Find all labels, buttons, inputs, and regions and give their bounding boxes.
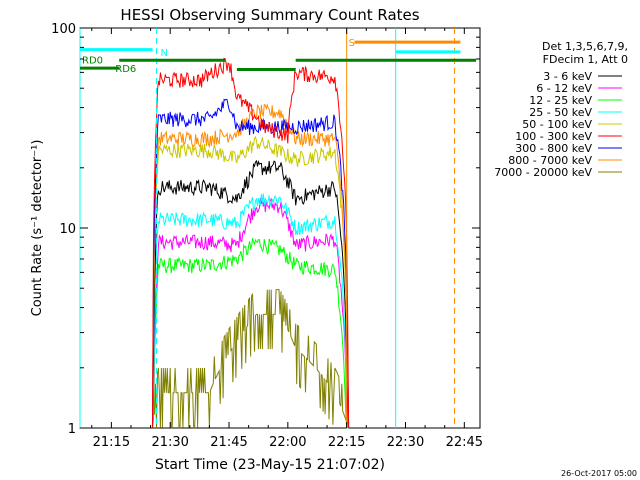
legend-header: Det 1,3,5,6,7,9, — [542, 40, 628, 53]
legend-label: 50 - 100 keV — [522, 118, 592, 131]
y-tick-label: 1 — [68, 422, 76, 437]
axis-layer: 21:15 21:30 21:45 22:00 22:15 22:30 22:45 1 10 10… — [51, 22, 483, 450]
legend-label: 6 - 12 keV — [536, 82, 592, 95]
n-label: N — [160, 48, 167, 59]
chart-title: HESSI Observing Summary Count Rates — [120, 6, 419, 24]
x-tick-label: 22:30 — [387, 435, 424, 450]
annotation-layer: RD0 N RD6 S — [79, 28, 477, 428]
series-line-7000-20000keV — [152, 289, 350, 429]
x-tick-label: 22:45 — [446, 435, 483, 450]
x-tick-label: 21:30 — [151, 435, 188, 450]
series-line-25-50keV — [152, 193, 349, 429]
x-tick-label: 21:15 — [93, 435, 130, 450]
legend-header: FDecim 1, Att 0 — [543, 53, 628, 66]
x-tick-label: 21:45 — [210, 435, 247, 450]
series-line-300-800keV — [152, 98, 350, 429]
rd0-label: RD0 — [82, 56, 103, 67]
legend: Det 1,3,5,6,7,9,FDecim 1, Att 0 3 - 6 keV… — [494, 40, 628, 179]
x-axis-label: Start Time (23-May-15 21:07:02) — [155, 457, 385, 473]
legend-label: 25 - 50 keV — [529, 106, 592, 119]
x-tick-label: 22:15 — [328, 435, 365, 450]
y-tick-label: 100 — [51, 22, 76, 37]
y-tick-label: 10 — [59, 222, 76, 237]
legend-label: 300 - 800 keV — [515, 142, 592, 155]
series-line-100-300keV — [152, 57, 350, 429]
series-line-12-25keV — [152, 238, 349, 429]
legend-label: 7000 - 20000 keV — [494, 166, 592, 179]
series-line-3-6keV — [152, 159, 350, 429]
legend-label: 12 - 25 keV — [529, 94, 592, 107]
footer-timestamp: 26-Oct-2017 05:00 — [561, 469, 637, 478]
series-line-800-7000keV — [152, 103, 350, 429]
legend-label: 800 - 7000 keV — [508, 154, 592, 167]
rd6-label: RD6 — [115, 64, 136, 75]
s-label: S — [349, 38, 355, 49]
y-axis-label: Count Rate (s⁻¹ detector⁻¹) — [30, 140, 45, 317]
series-line-6-12keV — [152, 197, 349, 429]
x-tick-label: 22:00 — [269, 435, 306, 450]
legend-label: 3 - 6 keV — [543, 70, 592, 83]
data-layer — [152, 57, 350, 429]
legend-label: 100 - 300 keV — [515, 130, 592, 143]
plot-frame — [79, 27, 481, 429]
series-line-50-100keV — [152, 135, 350, 429]
plot-area — [79, 27, 481, 429]
